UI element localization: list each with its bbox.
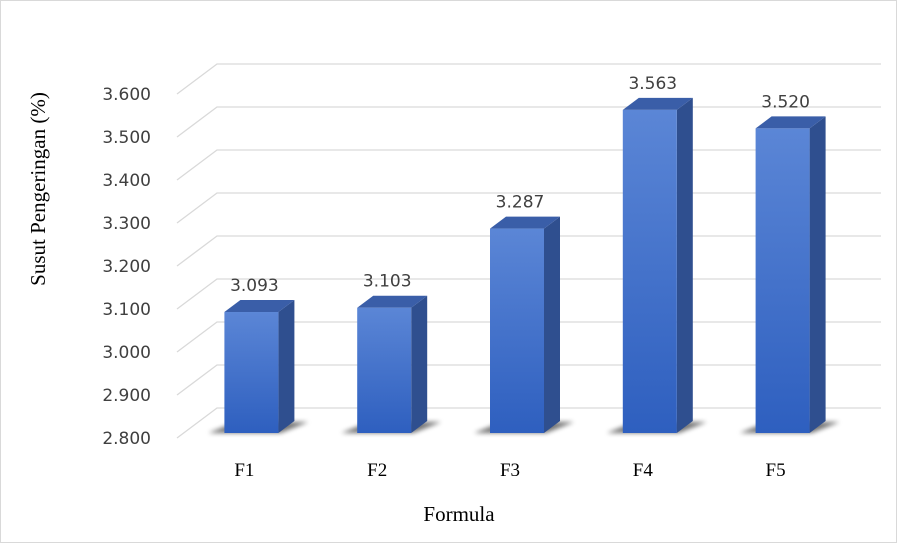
data-label: 3.093 [230, 276, 279, 296]
x-axis-title: Formula [423, 502, 495, 526]
bar-F3 [490, 228, 544, 433]
bar-top-F4 [622, 97, 693, 110]
gridline [176, 63, 881, 95]
bar-top-F2 [357, 295, 428, 308]
bar-F5 [755, 128, 810, 433]
bar-side-F5 [809, 116, 826, 434]
bar-side-F2 [411, 295, 428, 433]
bar-top-F3 [490, 216, 560, 229]
bar-F1 [224, 312, 279, 433]
y-axis-title: Susut Pengeringan (%) [26, 92, 50, 286]
y-tick-label: 3.200 [102, 257, 151, 277]
y-tick-label: 2.900 [102, 386, 151, 406]
gridlines [176, 63, 881, 439]
data-label: 3.103 [363, 272, 412, 292]
bar-F4 [622, 109, 677, 433]
bars [224, 97, 826, 434]
data-labels: 3.093 3.103 3.287 3.563 3.520 [230, 74, 810, 296]
bar-side-F1 [278, 300, 295, 433]
bar-top-F1 [224, 300, 295, 313]
bar-side-F4 [676, 97, 693, 433]
y-tick-label: 3.000 [102, 343, 151, 363]
x-tick-label: F2 [367, 460, 387, 481]
y-tick-label: 3.300 [102, 214, 151, 234]
y-tick-label: 3.100 [102, 300, 151, 320]
bar-top-F5 [755, 116, 826, 129]
y-tick-label: 3.400 [102, 171, 151, 191]
bar-side-F3 [544, 216, 560, 433]
y-tick-label: 3.500 [102, 128, 151, 148]
y-axis-ticks: 2.800 2.900 3.000 3.100 3.200 3.300 3.400 3.500… [102, 85, 151, 449]
x-tick-label: F4 [633, 460, 654, 481]
data-label: 3.287 [496, 193, 545, 213]
y-tick-label: 3.600 [102, 85, 151, 105]
x-tick-label: F3 [500, 460, 520, 481]
bar-F2 [357, 307, 412, 433]
data-label: 3.563 [628, 74, 677, 94]
x-tick-label: F1 [234, 460, 254, 481]
x-tick-label: F5 [766, 460, 786, 481]
data-label: 3.520 [761, 92, 810, 112]
y-tick-label: 2.800 [102, 429, 151, 449]
x-axis-ticks: F1 F2 F3 F4 F5 [234, 460, 785, 481]
